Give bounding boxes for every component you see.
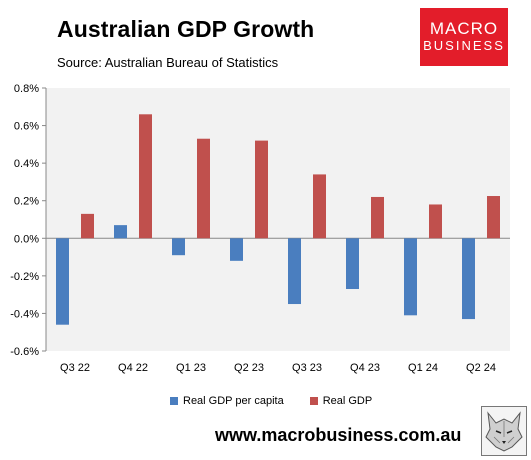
x-tick-label: Q1 23 — [176, 362, 206, 374]
bar-chart: 0.8% 0.6% 0.4% 0.2% 0.0% -0.2% -0.4% -0.6% Q3 22… — [10, 83, 510, 374]
bar-real-gdp — [371, 196, 384, 239]
legend-item-per-capita: Real GDP per capita — [170, 395, 284, 407]
bar-real-gdp — [139, 114, 152, 239]
legend-label-per-capita: Real GDP per capita — [183, 395, 284, 407]
y-tick-label: 0.4% — [14, 158, 39, 170]
wolf-logo-icon — [481, 406, 527, 456]
y-tick-label: 0.2% — [14, 196, 39, 208]
bar-per-capita — [462, 238, 475, 320]
bar-per-capita — [288, 238, 301, 305]
logo-line2: BUSINESS — [423, 38, 505, 53]
y-tick-label: 0.8% — [14, 83, 39, 95]
bar-real-gdp — [313, 174, 326, 239]
x-tick-label: Q2 23 — [234, 362, 264, 374]
x-tick-label: Q1 24 — [408, 362, 438, 374]
chart-title: Australian GDP Growth — [57, 16, 315, 42]
bar-per-capita — [114, 225, 127, 239]
wolf-head-icon — [485, 411, 523, 452]
y-tick-label: -0.2% — [10, 271, 39, 283]
macrobusiness-logo: MACRO BUSINESS — [420, 8, 508, 66]
bar-real-gdp — [487, 196, 500, 239]
logo-line1: MACRO — [429, 19, 499, 38]
bar-per-capita — [404, 238, 417, 316]
bar-real-gdp — [81, 213, 94, 239]
x-tick-label: Q2 24 — [466, 362, 496, 374]
y-tick-label: 0.0% — [14, 233, 39, 245]
legend-swatch-per-capita — [170, 397, 178, 405]
bar-per-capita — [230, 238, 243, 261]
bar-real-gdp — [197, 138, 210, 239]
y-tick-label: -0.6% — [10, 346, 39, 358]
bar-real-gdp — [429, 204, 442, 239]
legend-label-real-gdp: Real GDP — [322, 395, 373, 407]
chart-subtitle: Source: Australian Bureau of Statistics — [57, 55, 279, 70]
chart-legend: Real GDP per capita Real GDP — [170, 395, 372, 407]
legend-swatch-real-gdp — [309, 397, 318, 405]
x-tick-label: Q4 23 — [350, 362, 380, 374]
x-tick-label: Q3 23 — [292, 362, 322, 374]
bar-real-gdp — [255, 140, 268, 239]
legend-item-real-gdp: Real GDP — [309, 395, 373, 407]
footer-url[interactable]: www.macrobusiness.com.au — [215, 425, 462, 445]
y-tick-label: -0.4% — [10, 308, 39, 320]
y-tick-label: 0.6% — [14, 121, 39, 133]
bar-per-capita — [346, 238, 359, 290]
bar-per-capita — [56, 238, 69, 325]
x-tick-label: Q3 22 — [60, 362, 90, 374]
bar-per-capita — [172, 238, 185, 256]
x-tick-label: Q4 22 — [118, 362, 148, 374]
